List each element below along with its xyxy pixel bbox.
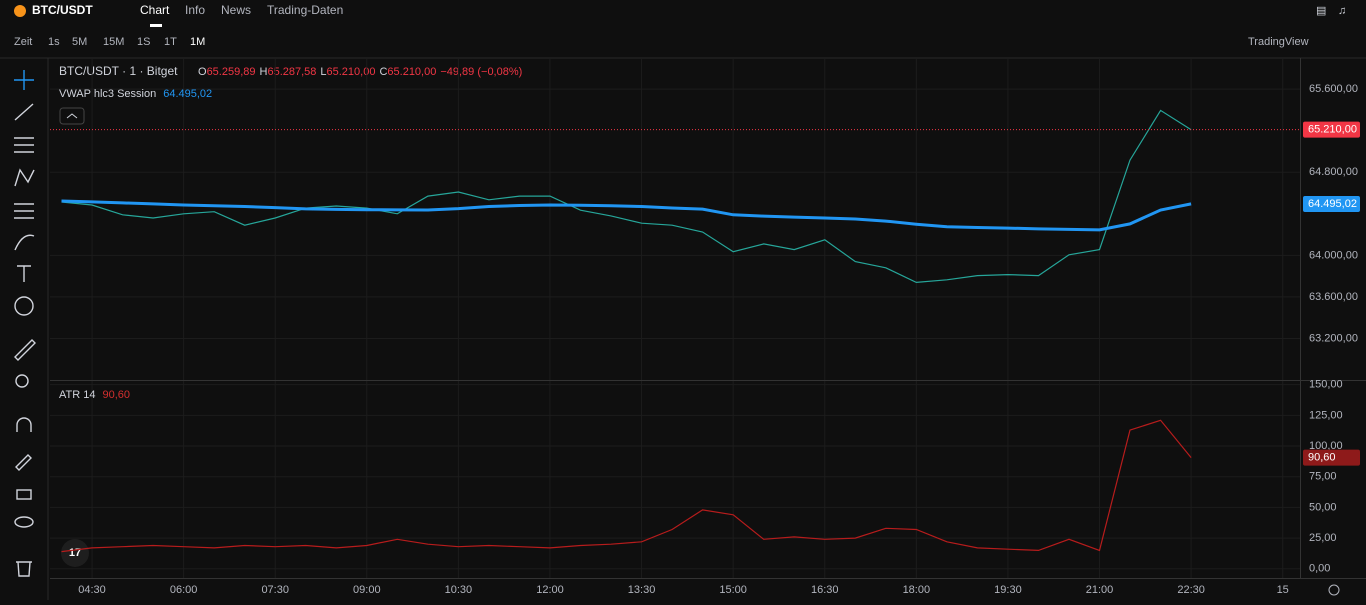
ohlc-key: O <box>198 66 207 78</box>
series-line <box>61 419 1192 553</box>
y-tick-label: 65.600,00 <box>1309 83 1358 95</box>
visibility-tool[interactable] <box>14 516 34 528</box>
tab[interactable]: News <box>221 3 251 17</box>
legend-value: 90,60 <box>102 389 130 401</box>
price-badge-label: 64.495,02 <box>1308 198 1357 210</box>
ohlc-value: 65.287,58 <box>267 66 316 78</box>
series-line <box>61 199 1192 232</box>
interval[interactable]: 1s <box>48 36 60 48</box>
zoom-tool[interactable] <box>15 374 29 388</box>
settings-icon[interactable] <box>1328 584 1340 596</box>
interval[interactable]: 1S <box>137 36 150 48</box>
line-tool[interactable] <box>14 103 34 121</box>
legend-name: VWAP hlc3 Session <box>59 88 156 100</box>
x-tick-label: 21:00 <box>1086 584 1114 596</box>
lock-draw-tool[interactable] <box>15 454 32 471</box>
drawing-tools <box>14 70 36 577</box>
price-badge <box>1303 121 1360 138</box>
x-tick-label: 15 <box>1277 584 1289 596</box>
x-tick-label: 15:00 <box>719 584 747 596</box>
collapse-icon <box>66 113 78 119</box>
collapse-button[interactable] <box>59 107 85 125</box>
x-tick-label: 04:30 <box>78 584 106 596</box>
pattern-tool[interactable] <box>14 168 35 187</box>
tab[interactable]: Trading-Daten <box>267 3 343 17</box>
y-tick-label: 63.600,00 <box>1309 291 1358 303</box>
menu-icon[interactable]: ▤ <box>1316 5 1326 17</box>
y-tick-label: 64.000,00 <box>1309 249 1358 261</box>
emoji-tool[interactable] <box>14 296 34 316</box>
change: −49,89 (−0,08%) <box>440 66 522 78</box>
legend-name: ATR 14 <box>59 389 95 401</box>
delete-tool[interactable] <box>16 561 32 577</box>
y-tick-label: 0,00 <box>1309 563 1330 575</box>
ruler-tool[interactable] <box>14 339 36 361</box>
interval: Zeit <box>14 36 32 48</box>
crosshair-tool[interactable] <box>14 70 34 90</box>
x-tick-label: 22:30 <box>1177 584 1205 596</box>
tab-underline <box>150 24 162 27</box>
series-line <box>61 109 1192 284</box>
logo[interactable] <box>61 539 89 567</box>
y-tick-label: 64.800,00 <box>1309 166 1358 178</box>
x-tick-label: 06:00 <box>170 584 198 596</box>
lock-tool[interactable] <box>16 489 32 500</box>
x-tick-label: 12:00 <box>536 584 564 596</box>
y-tick-label: 125,00 <box>1309 409 1343 421</box>
x-tick-label: 18:00 <box>903 584 931 596</box>
price-badge-label: 90,60 <box>1308 451 1336 463</box>
x-tick-label: 09:00 <box>353 584 381 596</box>
x-tick-label: 10:30 <box>445 584 473 596</box>
forecast-tool[interactable] <box>14 203 34 219</box>
price-badge <box>1303 195 1360 212</box>
x-tick-label: 13:30 <box>628 584 656 596</box>
symbol[interactable]: BTC/USDT <box>32 3 93 17</box>
price-badge-label: 65.210,00 <box>1308 124 1357 136</box>
ohlc-value: 65.259,89 <box>207 66 256 78</box>
price-badge <box>1303 449 1360 466</box>
ohlc-value: 65.210,00 <box>387 66 436 78</box>
ohlc-key: C <box>379 66 387 78</box>
ohlc-key: L <box>320 66 326 78</box>
y-tick-label: 100,00 <box>1309 440 1343 452</box>
magnet-tool[interactable] <box>16 417 32 432</box>
x-tick-label: 16:30 <box>811 584 839 596</box>
y-tick-label: 63.200,00 <box>1309 332 1358 344</box>
brand[interactable]: TradingView <box>1248 36 1309 48</box>
interval[interactable]: 1T <box>164 36 177 48</box>
coin-icon <box>14 5 26 17</box>
chart-title: BTC/USDT · 1 · Bitget <box>59 64 178 78</box>
ohlc-key: H <box>260 66 268 78</box>
logo-text: 17 <box>69 547 81 559</box>
interval[interactable]: 1M <box>190 36 205 48</box>
fib-tool[interactable] <box>14 137 34 153</box>
alert-icon[interactable]: ♫ <box>1338 5 1346 17</box>
y-tick-label: 25,00 <box>1309 532 1337 544</box>
brush-tool[interactable] <box>14 234 35 251</box>
ohlc-value: 65.210,00 <box>327 66 376 78</box>
x-tick-label: 07:30 <box>261 584 289 596</box>
x-tick-label: 19:30 <box>994 584 1022 596</box>
legend-value: 64.495,02 <box>163 88 212 100</box>
interval[interactable]: 5M <box>72 36 87 48</box>
tab[interactable]: Chart <box>140 3 170 17</box>
y-tick-label: 150,00 <box>1309 379 1343 391</box>
interval[interactable]: 15M <box>103 36 124 48</box>
tab[interactable]: Info <box>185 3 205 17</box>
text-tool[interactable] <box>17 265 31 282</box>
y-tick-label: 50,00 <box>1309 501 1337 513</box>
y-tick-label: 75,00 <box>1309 471 1337 483</box>
